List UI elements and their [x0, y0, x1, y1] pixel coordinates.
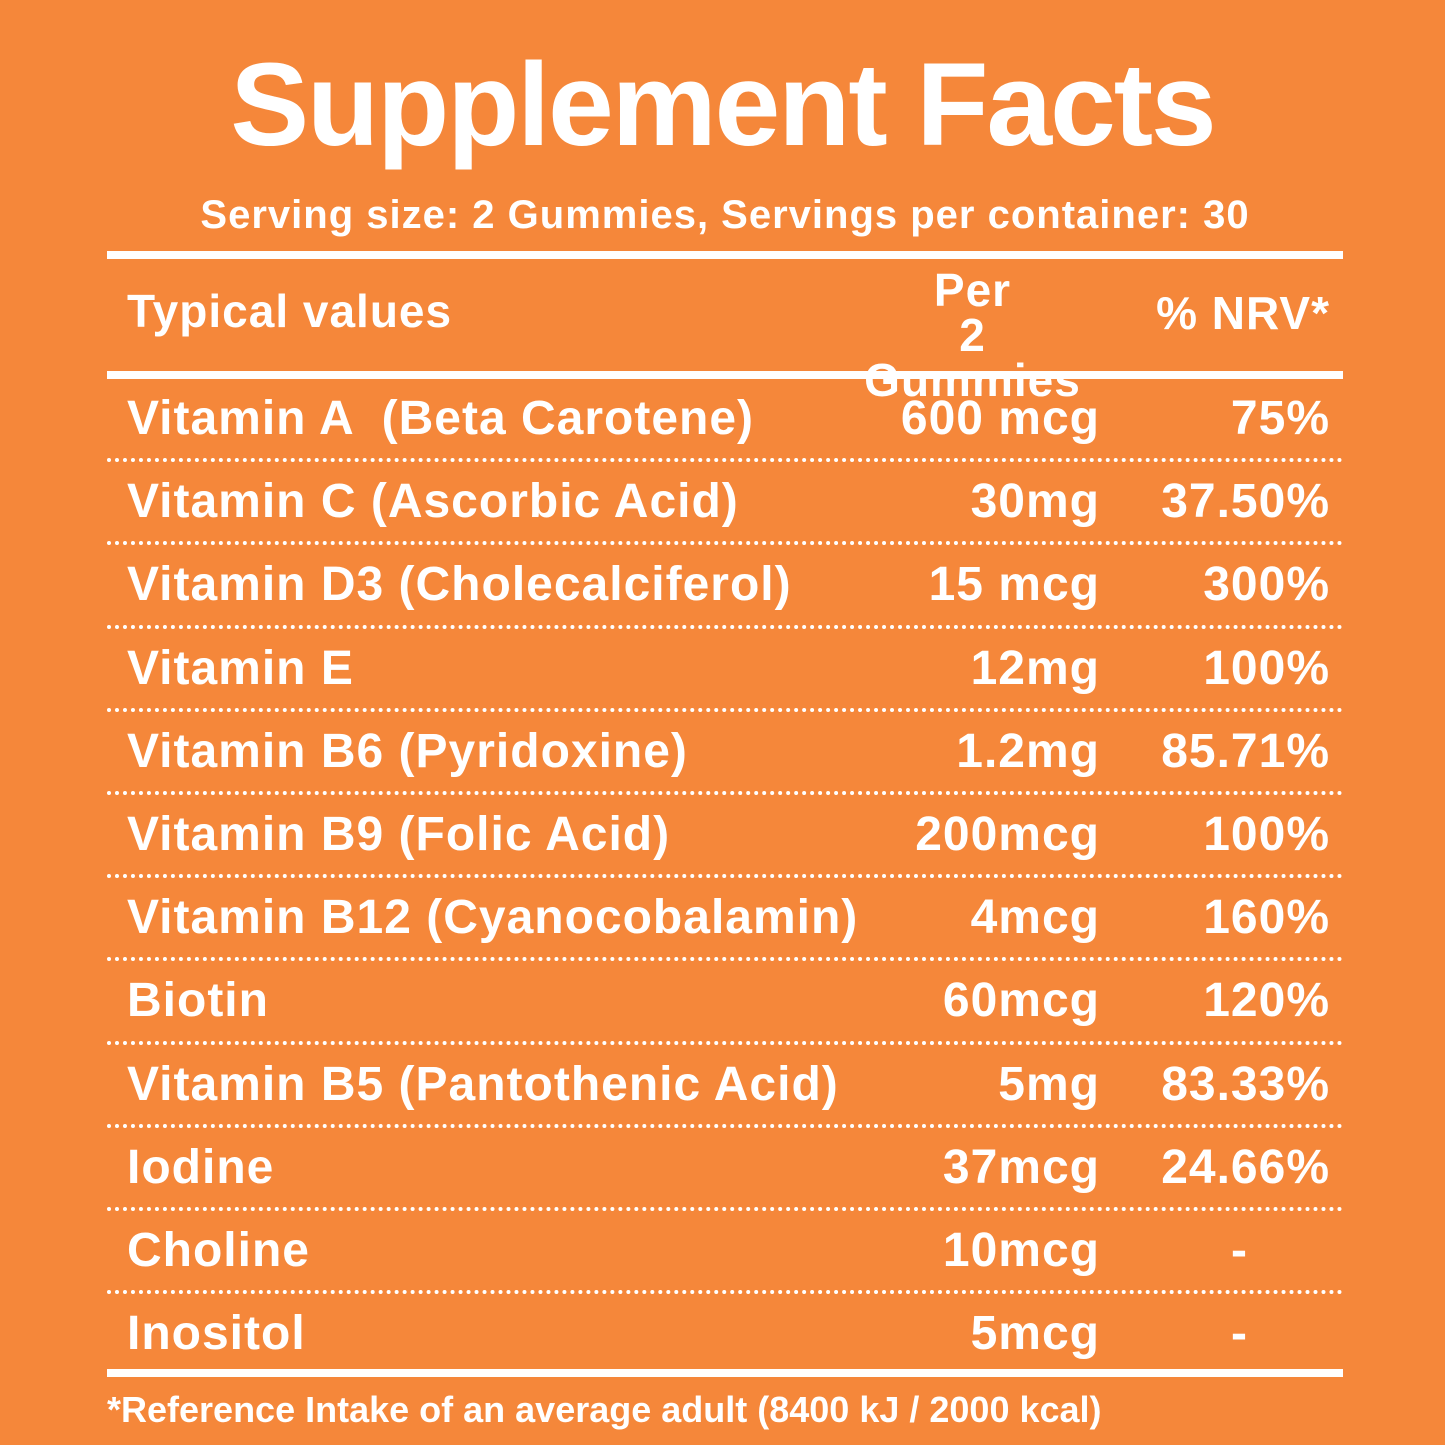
nrv: 83.33%: [1161, 1057, 1330, 1111]
nrv: -: [1231, 1223, 1248, 1277]
amount: 60mcg: [942, 974, 1100, 1028]
nutrient-name: Vitamin A (Beta Carotene): [127, 392, 755, 445]
footnote: *Reference Intake of an average adult (8…: [107, 1389, 1102, 1430]
amount: 12mg: [970, 641, 1100, 695]
amount: 10mcg: [942, 1223, 1100, 1277]
nrv: 300%: [1203, 558, 1330, 612]
nutrient-name: Vitamin E: [127, 641, 354, 695]
serving-info: Serving size: 2 Gummies, Servings per co…: [200, 193, 1250, 237]
nutrient-name: Vitamin B5 (Pantothenic Acid): [127, 1057, 839, 1111]
table-row: Vitamin A (Beta Carotene) 600 mcg 75%: [107, 379, 1343, 463]
amount: 5mg: [998, 1057, 1100, 1111]
nrv: 100%: [1203, 641, 1330, 695]
amount: 1.2mg: [956, 724, 1100, 778]
column-header: % NRV*: [1156, 287, 1330, 339]
title: Supplement Facts: [230, 39, 1216, 171]
table-row: Inositol 5mcg -: [107, 1294, 1343, 1377]
nutrient-name: Vitamin B6 (Pyridoxine): [127, 724, 688, 778]
nutrient-name: Vitamin B12 (Cyanocobalamin): [127, 891, 859, 945]
amount: 4mcg: [970, 891, 1100, 945]
amount: 200mcg: [915, 807, 1100, 861]
table-row: Vitamin B6 (Pyridoxine) 1.2mg 85.71%: [107, 712, 1343, 795]
table-row: Vitamin E 12mg 100%: [107, 629, 1343, 712]
table-row: Vitamin C (Ascorbic Acid) 30mg 37.50%: [107, 462, 1343, 546]
amount: 5mcg: [970, 1307, 1100, 1361]
nutrient-name: Iodine: [127, 1140, 275, 1194]
table-body: Vitamin A (Beta Carotene) 600 mcg 75% Vitam…: [107, 379, 1343, 1377]
table-row: Vitamin B5 (Pantothenic Acid) 5mg 83.33%: [107, 1045, 1343, 1128]
table-row: Vitamin B9 (Folic Acid) 200mcg 100%: [107, 795, 1343, 879]
nutrient-name: Inositol: [127, 1307, 306, 1361]
nrv: 120%: [1203, 974, 1330, 1028]
amount: 15 mcg: [928, 558, 1100, 612]
nrv: -: [1231, 1307, 1248, 1361]
nrv: 75%: [1230, 392, 1330, 445]
rule: [107, 1369, 1343, 1377]
table-row: Vitamin D3 (Cholecalciferol) 15 mcg 300%: [107, 545, 1343, 629]
amount: 30mg: [970, 475, 1100, 529]
table-row: Choline 10mcg -: [107, 1211, 1343, 1295]
nutrient-name: Vitamin C (Ascorbic Acid): [127, 475, 739, 529]
nrv: 100%: [1203, 807, 1330, 861]
nrv: 24.66%: [1161, 1140, 1330, 1194]
amount: 37mcg: [942, 1140, 1100, 1194]
nutrient-name: Biotin: [127, 974, 269, 1028]
nutrient-name: Choline: [127, 1223, 310, 1277]
table-row: Iodine 37mcg 24.66%: [107, 1128, 1343, 1211]
column-header: Per 2 Gummies: [864, 264, 1081, 406]
nrv: 37.50%: [1161, 475, 1330, 529]
column-header: Typical values: [127, 285, 453, 337]
nrv: 85.71%: [1161, 724, 1330, 778]
nutrient-name: Vitamin D3 (Cholecalciferol): [127, 558, 792, 612]
table-row: Vitamin B12 (Cyanocobalamin) 4mcg 160%: [107, 878, 1343, 962]
rule: [107, 371, 1343, 379]
table-row: Biotin 60mcg 120%: [107, 961, 1343, 1045]
nutrient-name: Vitamin B9 (Folic Acid): [127, 807, 671, 861]
nrv: 160%: [1203, 891, 1330, 945]
amount: 600 mcg: [900, 392, 1100, 445]
rule: [107, 251, 1343, 259]
